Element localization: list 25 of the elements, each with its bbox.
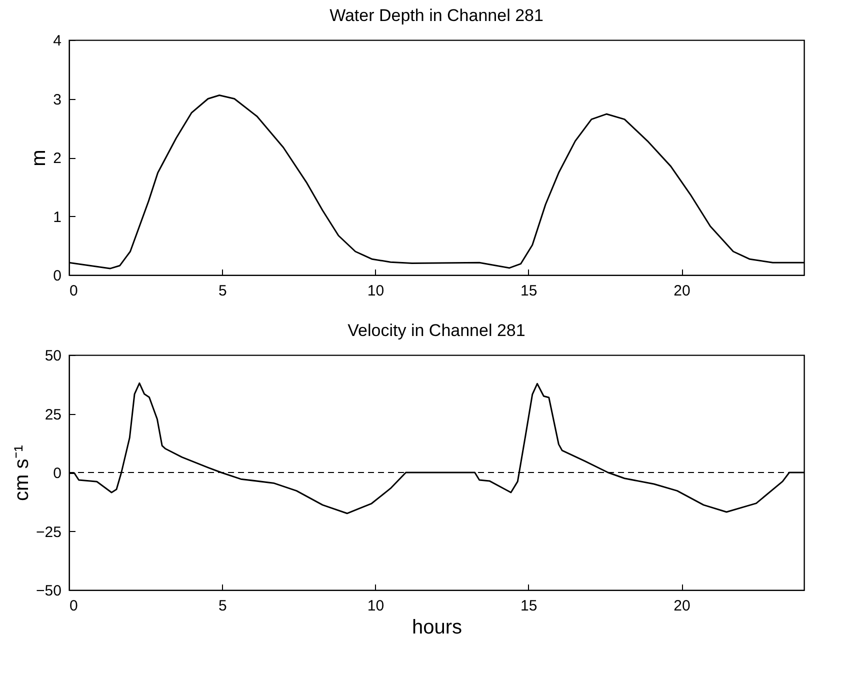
y-tick-label: 1 [53, 208, 62, 226]
x-tick-label: 15 [520, 282, 538, 300]
y-axis-title: cm s⁻¹ [11, 444, 34, 501]
y-tick-label: 25 [44, 406, 62, 424]
y-tick-label: −50 [36, 582, 62, 600]
y-tick-label: 3 [53, 91, 62, 108]
y-axis-title: m [28, 150, 50, 166]
x-tick-label: 20 [674, 282, 690, 300]
y-tick-label: 4 [53, 32, 62, 50]
y-tick-label: 2 [53, 150, 62, 167]
chart-title: Velocity in Channel 281 [348, 321, 526, 340]
x-tick-label: 0 [70, 598, 78, 614]
x-tick-label: 5 [218, 282, 227, 300]
y-tick-label: 0 [53, 465, 62, 482]
x-tick-label: 20 [674, 598, 690, 614]
x-axis-title: hours [412, 616, 462, 638]
x-tick-label: 10 [367, 598, 384, 614]
y-tick-label: 50 [44, 348, 62, 364]
y-tick-label: −25 [36, 524, 62, 541]
x-tick-label: 0 [70, 282, 78, 300]
x-tick-label: 10 [367, 282, 384, 300]
x-tick-label: 5 [218, 598, 227, 614]
y-tick-label: 0 [53, 268, 62, 284]
x-tick-label: 15 [520, 598, 538, 614]
chart-title: Water Depth in Channel 281 [330, 6, 544, 25]
